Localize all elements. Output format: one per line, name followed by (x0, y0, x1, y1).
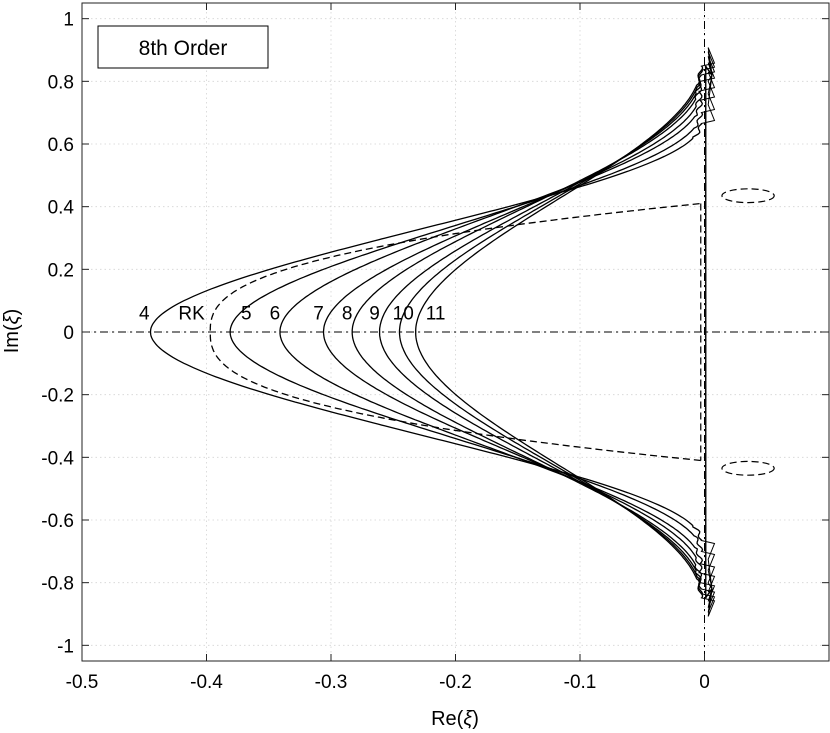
curve-label-8: 8 (342, 304, 353, 325)
y-axis-label: Im(ξ) (1, 309, 23, 354)
reference-lines (82, 3, 829, 661)
y-tick-label-9: 0.8 (48, 72, 74, 93)
curve-label-9: 9 (369, 304, 380, 325)
legend-box (97, 25, 269, 69)
curve-label-7: 7 (313, 304, 324, 325)
x-tick-label-2: -0.3 (315, 672, 348, 693)
x-tick-label-3: -0.2 (439, 672, 472, 693)
stability-island-0 (721, 188, 775, 204)
curves (149, 47, 775, 617)
curve-label-11: 11 (426, 304, 446, 325)
curve-label-4: 4 (139, 304, 150, 325)
y-tick-label-6: 0.2 (48, 260, 74, 281)
x-tick-label-1: -0.4 (190, 672, 223, 693)
legend: 8th Order (97, 25, 269, 69)
legend-text: 8th Order (139, 37, 228, 60)
x-tick-label-4: -0.1 (564, 672, 597, 693)
y-tick-label-10: 1 (63, 10, 74, 31)
curve-label-rk: RK (178, 304, 205, 325)
curve-labels: 4 RK 5 6 7 8 9 10 11 (139, 304, 445, 325)
y-tick-label-4: -0.2 (41, 386, 74, 407)
y-tick-label-7: 0.4 (48, 198, 75, 219)
x-tick-label-5: 0 (699, 672, 710, 693)
curve-tip-top-11 (700, 47, 716, 76)
curve-tip-bottom-11 (700, 588, 716, 617)
curve-label-6: 6 (270, 304, 281, 325)
stability-island-1 (721, 460, 775, 476)
x-tick-label-0: -0.5 (66, 672, 99, 693)
y-tick-label-1: -0.8 (41, 574, 74, 595)
stability-curve-11 (415, 66, 704, 598)
y-tick-label-2: -0.6 (41, 511, 74, 532)
stability-curve-rk (209, 202, 701, 462)
y-tick-label-5: 0 (63, 323, 74, 344)
y-tick-label-8: 0.6 (48, 135, 74, 156)
curve-label-10: 10 (393, 304, 414, 325)
y-tick-label-0: -1 (57, 636, 74, 657)
x-axis-label: Re(ξ) (431, 708, 479, 730)
curve-label-5: 5 (241, 304, 252, 325)
ticks: -0.5 -0.4 -0.3 -0.2 -0.1 0 -1 -0.8 -0.6 -0.4 -0.2 0… (41, 3, 829, 693)
y-tick-label-3: -0.4 (41, 448, 74, 469)
